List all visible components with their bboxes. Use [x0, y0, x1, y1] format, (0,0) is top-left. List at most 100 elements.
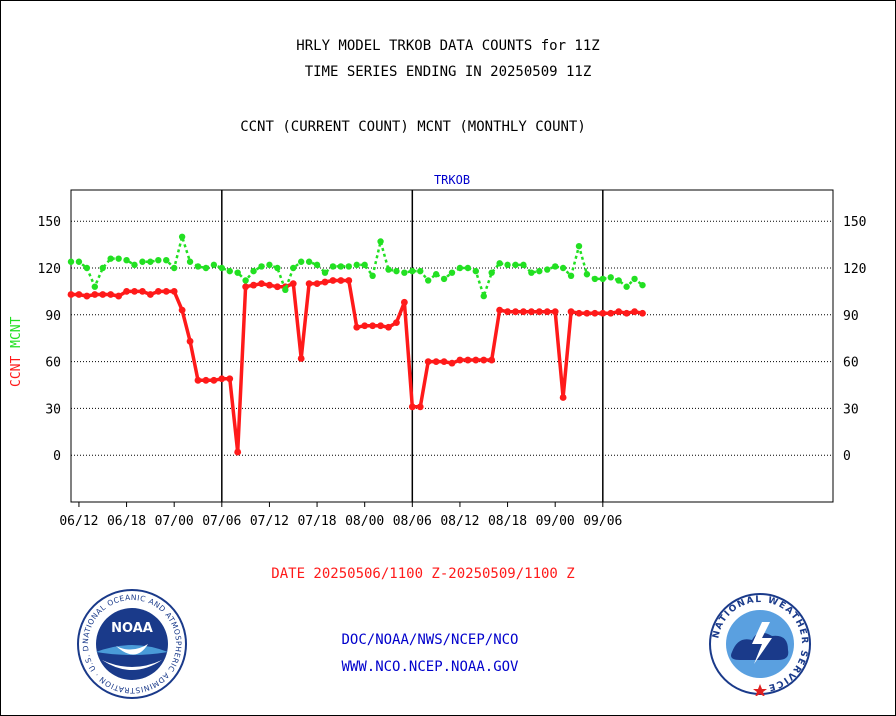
ccnt-data-point	[83, 292, 91, 300]
mcnt-data-point	[178, 233, 186, 240]
ccnt-data-point	[234, 448, 242, 456]
mcnt-data-point	[401, 269, 408, 276]
ccnt-data-point	[226, 375, 234, 383]
ccnt-data-point	[154, 288, 162, 295]
ccnt-data-point	[242, 283, 250, 291]
mcnt-data-point	[607, 274, 614, 281]
mcnt-data-point	[488, 269, 495, 276]
ccnt-data-point	[393, 319, 400, 326]
ccnt-data-point	[321, 278, 329, 286]
ccnt-data-point	[488, 356, 496, 364]
mcnt-data-point	[147, 258, 154, 265]
ccnt-data-point	[162, 288, 170, 295]
ccnt-data-point	[361, 322, 369, 330]
mcnt-data-point	[409, 267, 416, 275]
ccnt-data-point	[139, 288, 146, 295]
ccnt-data-point	[512, 308, 519, 316]
y-axis-label: CCNT MCNT	[9, 316, 24, 387]
ccnt-data-point	[575, 309, 583, 317]
mcnt-data-point	[115, 255, 122, 262]
ccnt-data-point	[456, 356, 464, 364]
mcnt-data-point	[194, 263, 202, 270]
ccnt-data-point	[99, 291, 107, 298]
ccnt-data-point	[599, 309, 607, 317]
mcnt-data-point	[282, 286, 289, 294]
org-line: DOC/NOAA/NWS/NCEP/NCO	[341, 632, 519, 648]
ccnt-data-point	[448, 359, 456, 367]
mcnt-data-point	[107, 255, 114, 262]
chart-title-line-2: TIME SERIES ENDING IN 20250509 11Z	[304, 64, 592, 80]
mcnt-data-point	[131, 261, 138, 269]
mcnt-data-point	[163, 257, 170, 264]
mcnt-data-point	[123, 257, 130, 264]
chart-title-line-1: HRLY MODEL TRKOB DATA COUNTS for 11Z	[296, 38, 600, 54]
y-tick-label-right: 90	[843, 309, 859, 324]
x-tick-label: 07/00	[155, 514, 194, 529]
mcnt-data-point	[234, 269, 241, 276]
mcnt-data-point	[432, 271, 440, 278]
noaa-logo-text: NOAA	[111, 621, 153, 636]
ccnt-data-point	[464, 356, 472, 364]
mcnt-data-point	[83, 264, 91, 272]
mcnt-data-point	[464, 264, 472, 272]
mcnt-data-point	[226, 267, 233, 275]
mcnt-data-point	[393, 267, 400, 275]
mcnt-data-point	[290, 264, 297, 272]
ccnt-data-point	[583, 309, 591, 317]
ccnt-data-point	[408, 403, 416, 411]
ccnt-data-point	[313, 280, 321, 287]
x-tick-label: 07/06	[202, 514, 241, 529]
mcnt-data-point	[99, 264, 106, 272]
ccnt-data-point	[623, 309, 631, 317]
mcnt-data-point	[480, 292, 487, 300]
y-tick-label-right: 150	[843, 215, 866, 230]
mcnt-data-point	[321, 269, 329, 276]
ccnt-data-point	[551, 308, 559, 316]
mcnt-data-point	[353, 261, 360, 269]
ccnt-data-point	[377, 322, 384, 330]
y-tick-label-right: 120	[843, 262, 866, 277]
ccnt-data-point	[345, 277, 353, 284]
mcnt-data-point	[329, 263, 337, 270]
ccnt-data-point	[496, 306, 504, 314]
ccnt-data-point	[543, 308, 551, 316]
ccnt-data-point	[170, 288, 178, 295]
mcnt-data-point	[202, 264, 210, 272]
ccnt-data-point	[194, 376, 202, 384]
ccnt-data-point	[559, 394, 567, 401]
ccnt-data-point	[520, 308, 527, 316]
nws-logo: NATIONAL WEATHER SERVICE	[709, 593, 811, 696]
ccnt-data-point	[567, 308, 575, 316]
ccnt-data-point	[440, 358, 448, 365]
ccnt-data-point	[75, 291, 83, 298]
ccnt-data-point	[615, 308, 623, 316]
mcnt-data-point	[536, 267, 543, 275]
mcnt-data-point	[575, 242, 583, 250]
mcnt-data-point	[512, 261, 519, 269]
y-tick-label-right: 60	[843, 356, 859, 371]
mcnt-data-point	[313, 261, 321, 269]
ccnt-data-point	[400, 298, 408, 306]
mcnt-data-point	[591, 275, 599, 283]
mcnt-data-point	[369, 272, 376, 279]
ccnt-data-point	[535, 308, 543, 316]
x-tick-label: 06/12	[59, 514, 98, 529]
ccnt-data-point	[416, 403, 424, 411]
mcnt-data-point	[385, 266, 392, 273]
mcnt-data-point	[186, 258, 194, 265]
ccnt-data-point	[178, 306, 186, 314]
mcnt-data-point	[266, 261, 273, 269]
ccnt-data-point	[607, 309, 615, 317]
y-tick-label-left: 120	[38, 262, 61, 277]
ccnt-data-point	[131, 288, 138, 295]
mcnt-data-point	[274, 264, 281, 272]
ccnt-series-line	[71, 278, 643, 454]
x-tick-label: 09/06	[583, 514, 622, 529]
x-tick-label: 08/18	[488, 514, 527, 529]
mcnt-data-point	[210, 261, 218, 269]
ccnt-data-point	[329, 277, 337, 284]
mcnt-data-point	[544, 266, 551, 273]
mcnt-data-point	[155, 257, 162, 264]
ccnt-data-point	[353, 323, 361, 331]
ccnt-data-point	[107, 291, 115, 298]
